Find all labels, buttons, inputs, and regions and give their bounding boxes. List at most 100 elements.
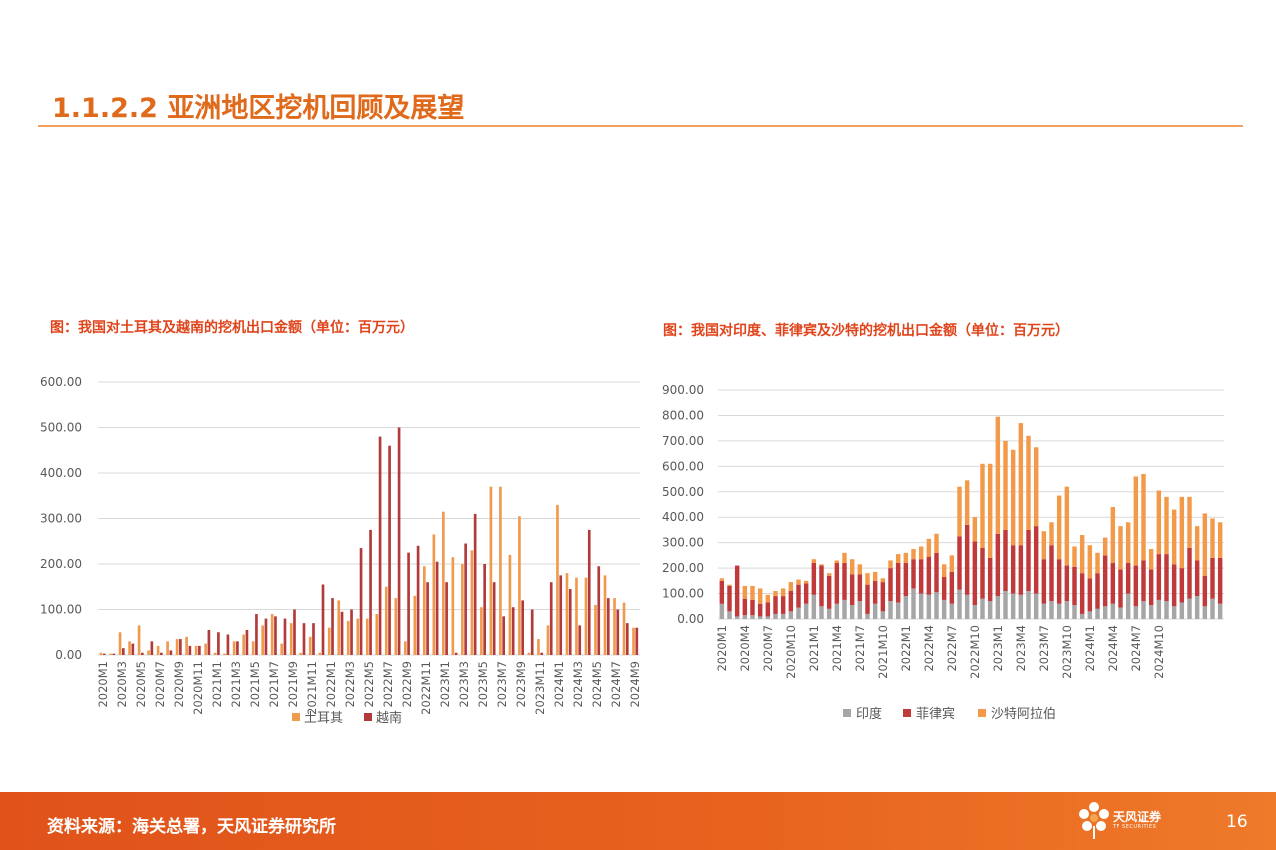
bar-saudi bbox=[1018, 423, 1024, 546]
bar-saudi bbox=[949, 555, 955, 572]
x-tick-label: 2020M4 bbox=[738, 625, 752, 672]
bar-turkey bbox=[261, 625, 265, 655]
bar-india bbox=[1156, 599, 1162, 619]
bar-philippines bbox=[987, 557, 993, 602]
bar-saudi bbox=[834, 560, 840, 564]
bar-philippines bbox=[757, 603, 763, 617]
x-tick-label: 2021M5 bbox=[248, 661, 262, 708]
y-tick-label: 700.00 bbox=[662, 434, 704, 448]
bar-india bbox=[1095, 608, 1100, 619]
x-tick-label: 2023M3 bbox=[457, 661, 471, 708]
x-tick-label: 2024M1 bbox=[1083, 625, 1097, 672]
bar-turkey bbox=[622, 602, 626, 655]
bar-saudi bbox=[742, 585, 748, 599]
bar-india bbox=[1210, 598, 1215, 619]
bar-saudi bbox=[995, 416, 1001, 534]
bar-turkey bbox=[489, 486, 493, 655]
bar-philippines bbox=[1095, 573, 1100, 609]
bar-turkey bbox=[99, 652, 103, 655]
bar-turkey bbox=[499, 486, 502, 655]
bar-saudi bbox=[903, 552, 909, 564]
bar-india bbox=[1102, 606, 1108, 619]
y-tick-label: 0.00 bbox=[677, 612, 704, 626]
x-tick-label: 2024M9 bbox=[628, 661, 642, 708]
bar-saudi bbox=[880, 578, 886, 583]
title-divider bbox=[38, 125, 1243, 127]
bar-india bbox=[773, 613, 778, 619]
bar-turkey bbox=[556, 504, 559, 655]
bar-india bbox=[1179, 602, 1185, 619]
bar-turkey bbox=[156, 645, 160, 655]
bar-vietnam bbox=[378, 436, 382, 655]
x-tick-label: 2021M7 bbox=[853, 625, 867, 672]
bar-india bbox=[918, 593, 924, 619]
bar-saudi bbox=[719, 578, 725, 581]
bar-india bbox=[980, 598, 985, 619]
bar-india bbox=[972, 605, 978, 619]
bar-vietnam bbox=[587, 529, 591, 655]
source-note: 资料来源：海关总署，天风证券研究所 bbox=[47, 817, 336, 837]
bar-india bbox=[811, 594, 817, 619]
bar-philippines bbox=[972, 541, 978, 606]
bar-india bbox=[1171, 606, 1177, 619]
bar-philippines bbox=[1049, 545, 1054, 602]
bar-saudi bbox=[987, 463, 993, 558]
bar-saudi bbox=[1202, 513, 1208, 576]
chart-india-philippines-saudi: 0.00 100.00 200.00 300.00 400.00 500.00 600.00… bbox=[662, 383, 1224, 722]
legend-swatch bbox=[292, 713, 300, 721]
y-tick-label: 600.00 bbox=[40, 375, 82, 389]
bar-vietnam bbox=[331, 598, 334, 655]
bar-philippines bbox=[834, 563, 840, 604]
bar-vietnam bbox=[445, 582, 448, 655]
bar-vietnam bbox=[340, 611, 344, 655]
bar-philippines bbox=[780, 596, 786, 614]
bar-saudi bbox=[1164, 496, 1169, 555]
bar-turkey bbox=[137, 625, 141, 655]
bar-vietnam bbox=[388, 445, 391, 655]
bar-vietnam bbox=[312, 623, 315, 655]
bar-india bbox=[926, 594, 932, 619]
bar-saudi bbox=[757, 588, 763, 604]
bar-india bbox=[750, 615, 755, 619]
bar-philippines bbox=[865, 584, 870, 614]
bar-philippines bbox=[872, 580, 878, 604]
bar-turkey bbox=[375, 614, 379, 655]
bar-vietnam bbox=[198, 645, 201, 655]
bar-india bbox=[1064, 601, 1070, 619]
bar-saudi bbox=[957, 486, 962, 537]
bar-vietnam bbox=[236, 641, 239, 655]
bar-india bbox=[1041, 603, 1047, 619]
x-tick-label: 2024M7 bbox=[1129, 625, 1143, 672]
bar-turkey bbox=[461, 564, 464, 655]
x-tick-label: 2023M9 bbox=[514, 661, 528, 708]
bar-india bbox=[1164, 601, 1169, 619]
bar-turkey bbox=[109, 653, 112, 655]
bar-vietnam bbox=[112, 653, 116, 655]
bar-philippines bbox=[888, 568, 893, 602]
bar-saudi bbox=[1179, 496, 1185, 569]
bar-india bbox=[803, 603, 809, 619]
bar-vietnam bbox=[207, 629, 211, 655]
y-tick-label: 600.00 bbox=[662, 459, 704, 473]
x-tick-label: 2021M1 bbox=[807, 625, 821, 672]
bar-philippines bbox=[911, 559, 916, 589]
bar-india bbox=[780, 613, 786, 619]
bar-philippines bbox=[796, 584, 801, 608]
bar-saudi bbox=[796, 579, 801, 585]
bar-turkey bbox=[565, 573, 569, 655]
bar-india bbox=[842, 599, 847, 619]
bar-turkey bbox=[632, 627, 635, 655]
bar-vietnam bbox=[511, 607, 515, 655]
bar-philippines bbox=[1118, 569, 1123, 608]
bar-saudi bbox=[1141, 473, 1146, 561]
y-tick-label: 400.00 bbox=[662, 510, 704, 524]
x-tick-label: 2024M5 bbox=[590, 661, 604, 708]
bar-saudi bbox=[895, 554, 901, 564]
x-tick-label: 2023M4 bbox=[1014, 625, 1028, 672]
bar-saudi bbox=[1064, 486, 1070, 566]
bar-philippines bbox=[1156, 554, 1162, 600]
bar-philippines bbox=[941, 577, 947, 600]
bar-india bbox=[1018, 594, 1024, 619]
bar-philippines bbox=[1010, 545, 1016, 594]
bar-saudi bbox=[1110, 507, 1116, 564]
